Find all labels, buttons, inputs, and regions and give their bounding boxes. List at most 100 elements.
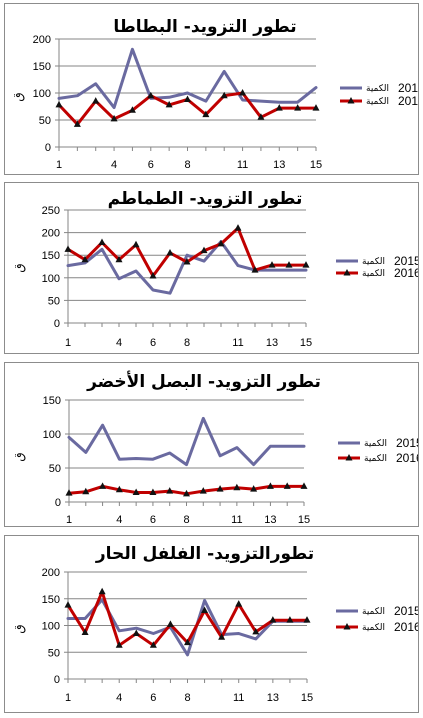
series-line-2016 (66, 590, 309, 647)
legend-word: الكمية (366, 84, 389, 94)
data-point-marker (115, 255, 123, 263)
data-point-marker (65, 489, 73, 496)
legend-year: 2016 (394, 620, 418, 634)
data-point-marker (268, 261, 276, 268)
legend-year: 2015 (394, 604, 418, 618)
data-point-marker (64, 245, 72, 252)
data-point-marker (302, 261, 310, 268)
data-point-marker (266, 482, 274, 489)
data-point-marker (300, 482, 308, 489)
x-tick-label: 11 (231, 514, 242, 526)
data-point-marker (149, 271, 157, 279)
x-tick-label: 11 (237, 159, 248, 171)
chart-title: تطور التزويد- البطاطا (113, 17, 296, 37)
data-point-marker (275, 104, 283, 111)
legend-year: 2015 (398, 81, 418, 95)
data-point-marker (98, 238, 106, 246)
y-tick-label: 50 (49, 463, 61, 475)
data-point-marker (81, 628, 89, 635)
legend-year: 2015 (394, 254, 418, 268)
legend-year: 2016 (394, 266, 418, 280)
x-tick-label: 1 (66, 514, 72, 526)
data-point-marker (234, 224, 242, 231)
legend-marker (347, 97, 355, 104)
x-tick-label: 8 (184, 159, 190, 171)
data-point-marker (251, 266, 259, 273)
series-line-2015 (66, 598, 309, 657)
y-tick-label: 0 (54, 674, 60, 686)
y-tick-label: 50 (39, 115, 51, 127)
data-point-marker (285, 261, 293, 268)
data-point-marker (115, 485, 123, 493)
data-point-marker (132, 488, 140, 495)
series-line-2015 (66, 240, 308, 295)
data-point-marker (269, 616, 277, 623)
chart-svg: تطور التزويد- الطماطم 0 50 100 150 200 250 1 4 6 8… (12, 189, 418, 349)
data-point-marker (128, 106, 136, 113)
data-point-marker (184, 638, 191, 646)
x-tick-label: 11 (232, 337, 243, 349)
chart-panel-green-onion: تطور التزويد- البصل الأخضر 0 50 100 150 1 4 6 8 1… (4, 362, 419, 527)
y-tick-label: 100 (42, 621, 60, 633)
y-tick-label: 100 (42, 273, 60, 285)
data-point-marker (199, 487, 207, 494)
y-tick-label: 150 (33, 61, 51, 73)
data-point-marker (233, 483, 241, 491)
chart-svg: تطور التزويد- البطاطا 0 50 100 150 200 1 4 6 8 11 1… (11, 17, 418, 171)
data-point-marker (166, 487, 174, 494)
chart-title: تطورالتزويد- الفلفل الحار (95, 544, 314, 564)
chart-title: تطور التزويد- البصل الأخضر (86, 371, 321, 392)
x-tick-label: 15 (310, 159, 322, 171)
y-axis-label: ق (12, 263, 26, 272)
legend-marker (343, 623, 351, 630)
data-point-marker (184, 95, 191, 102)
x-tick-label: 15 (298, 514, 310, 526)
x-tick-label: 8 (183, 514, 189, 526)
legend-marker (343, 269, 351, 276)
legend-word: الكمية (362, 607, 385, 617)
y-tick-label: 0 (45, 142, 51, 154)
x-tick-label: 13 (264, 514, 276, 526)
legend-marker (345, 454, 353, 461)
legend-year: 2015 (396, 436, 418, 450)
legend-word: الكمية (364, 439, 387, 449)
x-tick-label: 6 (150, 692, 156, 704)
legend-word: الكمية (362, 623, 385, 633)
data-point-marker (115, 641, 123, 648)
y-tick-label: 150 (42, 250, 60, 262)
x-tick-label: 13 (267, 692, 279, 704)
x-tick-label: 4 (116, 514, 122, 526)
data-point-marker (218, 633, 226, 640)
chart-svg: تطورالتزويد- الفلفل الحار 0 50 100 150 200 1 4 6… (12, 544, 418, 704)
x-tick-label: 6 (150, 514, 156, 526)
data-point-marker (202, 110, 210, 118)
y-tick-label: 50 (48, 295, 60, 307)
series-line-2015 (57, 47, 318, 110)
y-tick-label: 150 (42, 594, 60, 606)
data-point-marker (183, 257, 191, 265)
data-point-marker (165, 100, 173, 108)
data-point-marker (239, 89, 247, 96)
data-point-marker (73, 120, 81, 127)
x-tick-label: 4 (111, 159, 117, 171)
data-point-marker (82, 487, 90, 495)
y-tick-label: 200 (42, 567, 60, 579)
data-point-marker (81, 255, 89, 263)
data-point-marker (55, 100, 63, 108)
x-tick-label: 4 (116, 337, 122, 349)
data-point-marker (166, 248, 174, 256)
x-tick-label: 11 (233, 692, 244, 704)
data-point-marker (132, 629, 140, 637)
legend-word: الكمية (366, 97, 389, 107)
data-point-marker (250, 485, 258, 492)
data-point-marker (312, 104, 320, 111)
data-point-marker (99, 482, 107, 489)
data-point-marker (283, 482, 291, 489)
data-point-marker (149, 488, 157, 495)
y-tick-label: 100 (33, 88, 51, 100)
y-axis-label: ق (12, 624, 26, 633)
x-tick-label: 4 (116, 692, 122, 704)
x-tick-label: 13 (266, 337, 278, 349)
x-tick-label: 1 (65, 337, 71, 349)
data-point-marker (294, 104, 302, 111)
